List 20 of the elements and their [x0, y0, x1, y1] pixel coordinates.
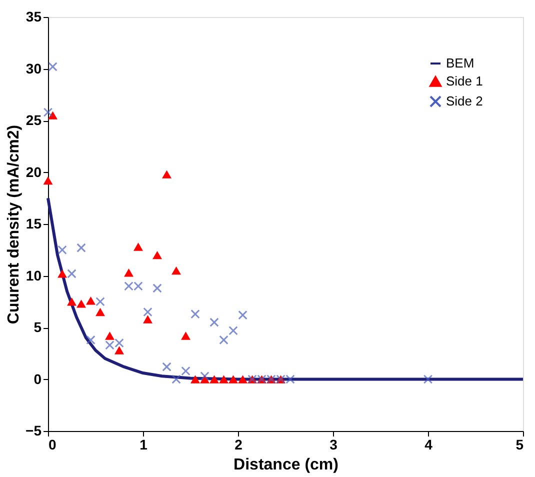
- y-tick-label: 10: [26, 267, 42, 284]
- y-tick-label: 25: [26, 112, 42, 128]
- y-tick-label: 5: [34, 319, 42, 335]
- y-tick-label: 15: [26, 216, 42, 232]
- y-tick-label: −5: [26, 422, 42, 438]
- x-tick-label: 4: [424, 436, 433, 452]
- y-tick-label: 20: [26, 164, 42, 180]
- legend-label: Side 1: [446, 74, 483, 88]
- legend-label: BEM: [446, 56, 474, 70]
- x-tick-label: 0: [48, 436, 56, 452]
- x-tick-label: 5: [516, 436, 524, 452]
- x-tick-label: 1: [140, 436, 148, 452]
- y-tick-label: 0: [34, 370, 42, 387]
- x-axis-title: Distance (cm): [234, 456, 338, 474]
- y-tick-label: 30: [26, 60, 42, 76]
- legend-label: Side 2: [446, 94, 483, 108]
- y-tick-label: 35: [26, 8, 42, 24]
- y-axis-title: Cuurent density (mA/cm2): [6, 124, 23, 324]
- x-tick-label: 2: [234, 436, 243, 452]
- x-tick-label: 3: [330, 436, 338, 452]
